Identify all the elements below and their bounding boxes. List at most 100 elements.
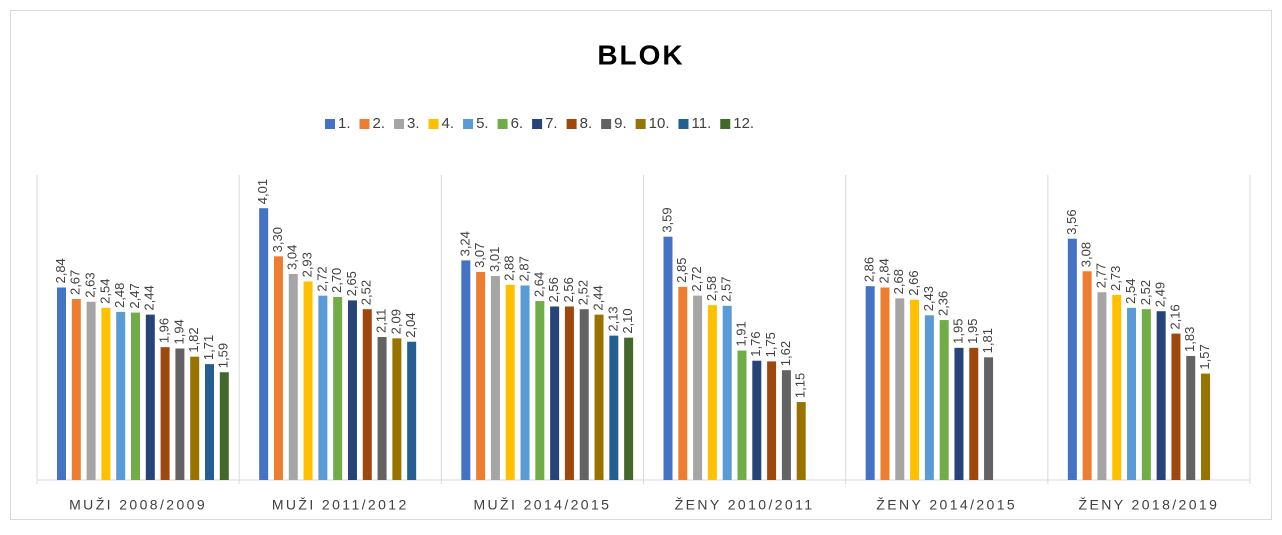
data-label: 2,77 [1093, 263, 1108, 288]
data-label: 3,07 [472, 243, 487, 268]
legend-label: 4. [442, 115, 455, 132]
bar [693, 295, 703, 480]
data-label: 2,85 [674, 258, 689, 283]
legend-swatch [720, 119, 731, 129]
bar [392, 338, 402, 480]
data-label: 2,64 [531, 272, 546, 297]
data-label: 1,91 [733, 321, 748, 346]
data-label: 2,84 [876, 258, 891, 283]
bar [663, 236, 673, 480]
bar [1067, 238, 1077, 480]
bar [722, 305, 732, 480]
data-label: 2,93 [300, 252, 315, 277]
bar [1097, 292, 1107, 480]
bar [767, 361, 777, 480]
bar [377, 336, 387, 480]
data-label: 3,08 [1079, 242, 1094, 267]
data-label: 2,52 [359, 280, 374, 305]
bar [1201, 373, 1211, 480]
legend-swatch [678, 119, 689, 129]
data-label: 2,72 [314, 266, 329, 291]
data-label: 3,30 [270, 227, 285, 252]
bar [347, 300, 357, 480]
legend-label: 12. [733, 115, 754, 132]
legend-swatch [532, 119, 543, 129]
bar [116, 311, 126, 480]
data-label: 1,95 [950, 319, 965, 344]
data-label: 2,36 [936, 291, 951, 316]
bar [1082, 271, 1092, 480]
bar [160, 347, 170, 480]
bar [984, 357, 994, 480]
data-label: 2,73 [1108, 266, 1123, 291]
bar [288, 273, 298, 480]
legend-swatch [497, 119, 508, 129]
bar [895, 298, 905, 480]
bar [594, 314, 604, 480]
data-label: 2,54 [1123, 279, 1138, 304]
bar [1186, 355, 1196, 480]
data-label: 2,44 [142, 285, 157, 310]
x-tick-label: ŽENY 2014/2015 [876, 497, 1017, 513]
data-label: 2,67 [68, 270, 83, 295]
bar [579, 309, 589, 480]
legend-swatch [601, 119, 612, 129]
data-label: 2,11 [374, 309, 389, 333]
data-label: 2,56 [546, 277, 561, 302]
data-label: 1,62 [778, 341, 793, 366]
legend-label: 2. [373, 115, 386, 132]
bar [86, 301, 96, 480]
data-label: 2,52 [576, 280, 591, 305]
legend-label: 7. [545, 115, 558, 132]
chart-title: BLOK [597, 39, 684, 70]
bar [678, 286, 688, 480]
data-label: 2,48 [112, 283, 127, 308]
data-label: 2,86 [862, 257, 877, 282]
bar [865, 286, 875, 480]
data-label: 2,43 [921, 286, 936, 311]
bar [490, 275, 500, 480]
bar [1112, 294, 1122, 480]
bar [303, 281, 313, 480]
bar [969, 347, 979, 480]
legend-label: 1. [338, 115, 351, 132]
bar [1127, 307, 1137, 480]
bar [71, 299, 81, 480]
data-label: 3,59 [659, 207, 674, 232]
data-label: 1,71 [201, 335, 216, 360]
bar [205, 364, 214, 480]
bar [781, 370, 791, 480]
bar [910, 299, 920, 480]
data-label: 3,01 [487, 247, 502, 272]
data-label: 2,09 [388, 309, 403, 334]
data-label: 1,57 [1197, 344, 1212, 369]
data-label: 3,56 [1064, 209, 1079, 234]
legend-label: 8. [580, 115, 593, 132]
data-label: 2,87 [516, 256, 531, 281]
bar [362, 309, 372, 480]
data-label: 2,58 [704, 276, 719, 301]
bar [259, 208, 269, 480]
bar [880, 287, 890, 480]
bar [505, 284, 515, 480]
data-label: 2,70 [329, 268, 344, 293]
bar [954, 347, 964, 480]
bar [101, 307, 111, 480]
data-label: 2,57 [719, 276, 734, 301]
legend-label: 3. [407, 115, 420, 132]
legend-swatch [428, 119, 439, 129]
data-label: 2,52 [1138, 280, 1153, 305]
data-label: 2,10 [620, 308, 635, 333]
bar [707, 305, 717, 480]
bar [461, 260, 471, 480]
bar [219, 372, 229, 480]
bar [476, 271, 486, 480]
bar [273, 256, 283, 480]
bar [57, 287, 66, 480]
bar [535, 301, 545, 480]
legend-swatch [635, 119, 646, 129]
data-label: 3,24 [457, 231, 472, 256]
bar [624, 337, 634, 480]
data-label: 2,88 [502, 255, 517, 280]
